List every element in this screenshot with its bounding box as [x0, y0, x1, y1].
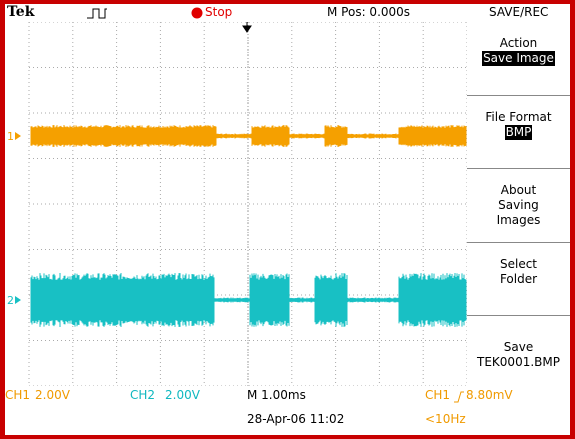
trigger-source: CH1: [425, 388, 451, 402]
menu-item[interactable]: Select Folder: [467, 242, 570, 314]
position: M Pos: 0.000s: [327, 5, 411, 19]
menu-value: TEK0001.BMP: [477, 355, 560, 369]
run-status: Stop: [205, 5, 233, 19]
waveform: [30, 125, 467, 147]
menu-item[interactable]: File Format BMP: [467, 95, 570, 167]
menu-label: About Saving Images: [496, 183, 541, 227]
brand: Tek: [7, 4, 35, 20]
datetime: 28-Apr-06 11:02: [247, 412, 345, 426]
menu-value: Save Image: [482, 51, 555, 66]
ch1-scale: 2.00V: [35, 388, 70, 402]
waveform: [30, 273, 467, 327]
marker-arrow: [15, 132, 21, 140]
ch1-name: CH1: [5, 388, 31, 402]
channel-marker: 2: [7, 294, 14, 307]
menu-label: File Format: [485, 110, 552, 124]
ch2-scale: 2.00V: [165, 388, 200, 402]
marker-arrow: [15, 296, 21, 304]
channel-marker: 1: [7, 130, 14, 143]
menu-label: Select Folder: [499, 257, 538, 286]
trigger-slope: [454, 391, 464, 403]
menu-value: BMP: [504, 125, 533, 140]
menu-label: Save: [503, 340, 534, 354]
graticule: 12: [7, 22, 467, 386]
ch2-name: CH2: [130, 388, 156, 402]
timebase: M 1.00ms: [247, 388, 306, 402]
menu-item[interactable]: Save TEK0001.BMP: [467, 315, 570, 385]
trigger-level: 8.80mV: [466, 388, 513, 402]
acq-icon: [87, 8, 107, 19]
menu-item[interactable]: Action Save Image: [467, 22, 570, 94]
trigger-marker: [242, 22, 252, 33]
stop-dot: [191, 7, 203, 19]
menu-title: SAVE/REC: [489, 5, 549, 19]
frequency: <10Hz: [425, 412, 466, 426]
menu-item[interactable]: About Saving Images: [467, 168, 570, 241]
side-menu: Action Save Image File Format BMP About Savi…: [467, 22, 570, 386]
menu-label: Action: [499, 36, 538, 50]
